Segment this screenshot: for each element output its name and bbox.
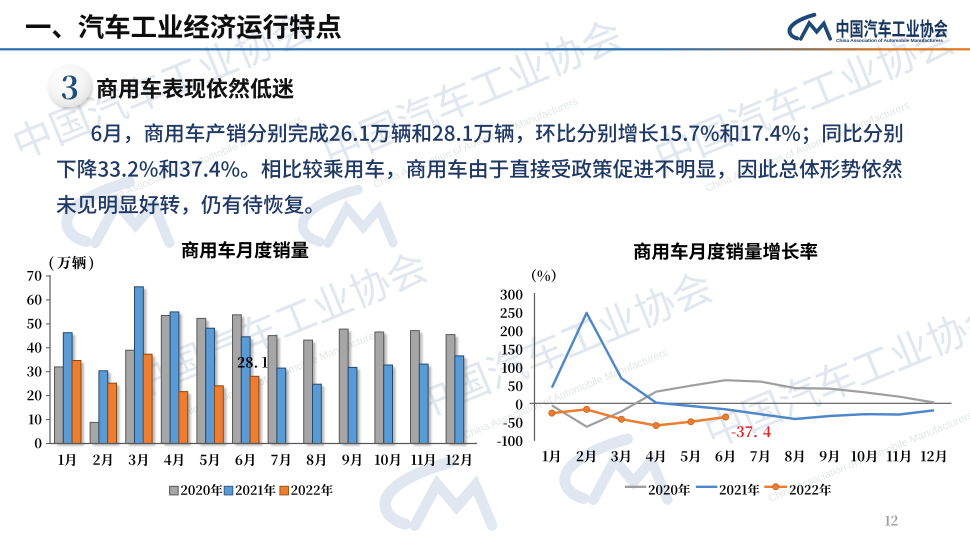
svg-text:China Association of Automobil: China Association of Automobile Manufact… — [704, 99, 912, 194]
svg-text:China Association of Automobil: China Association of Automobile Manufact… — [836, 38, 943, 44]
